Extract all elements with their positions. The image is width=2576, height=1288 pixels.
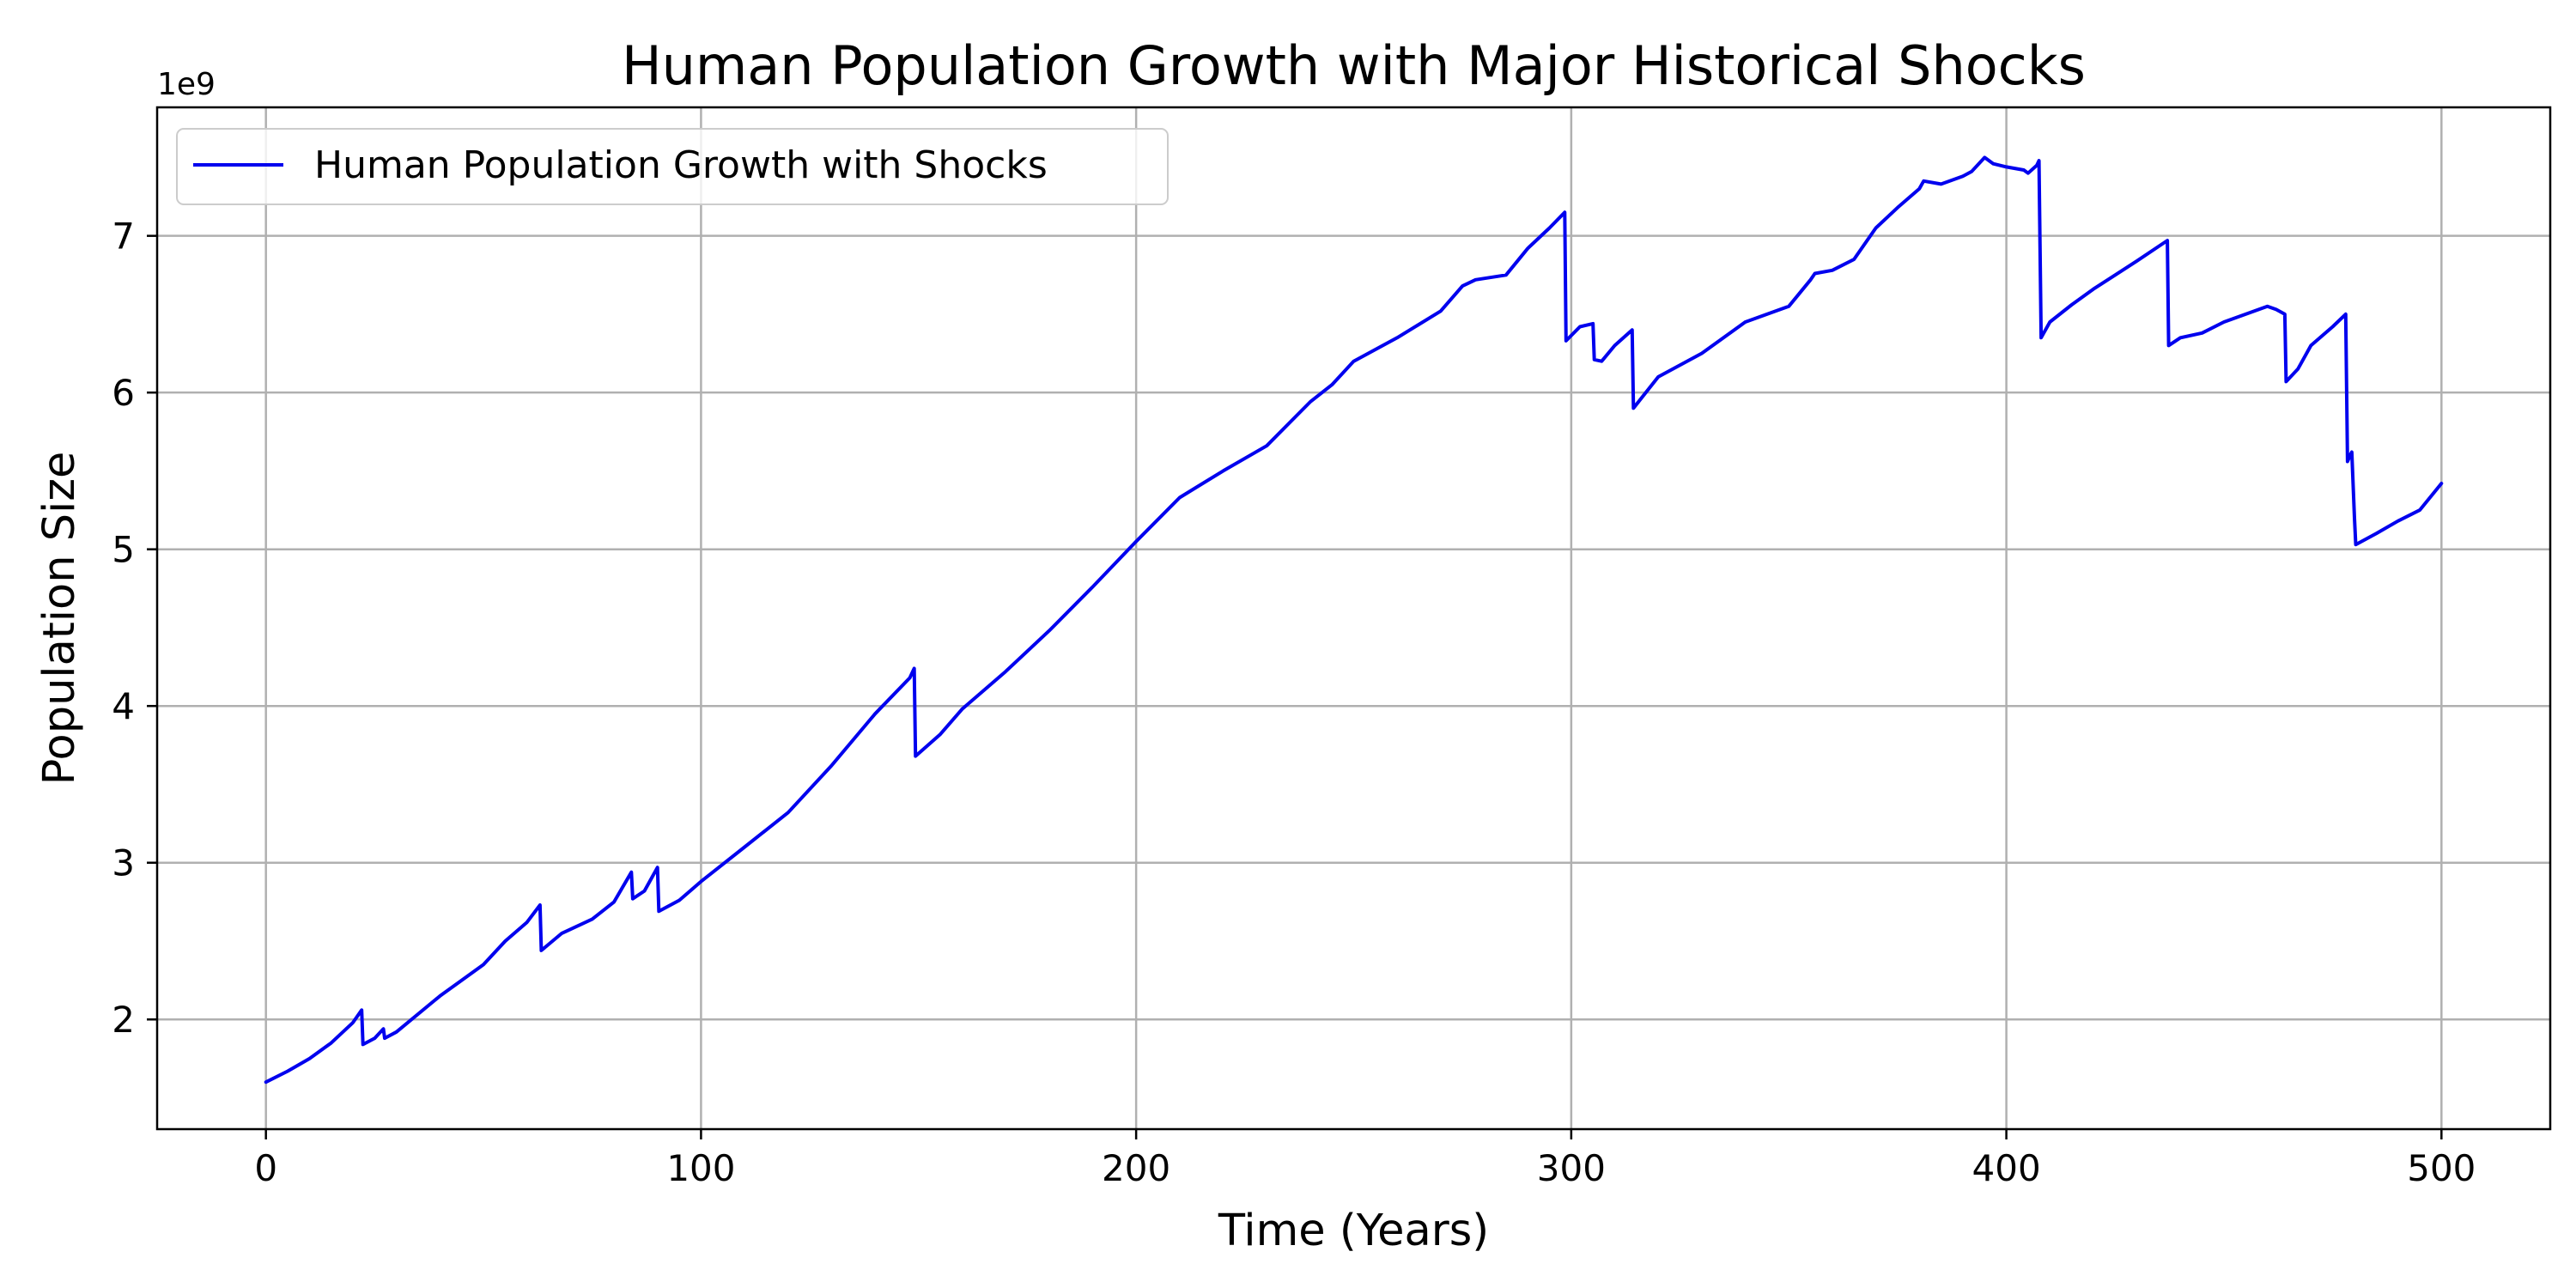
- series-line-0: [264, 155, 2444, 1084]
- y-tick-label: 7: [112, 216, 135, 258]
- y-axis-offset-label: 1e9: [157, 67, 216, 102]
- x-tick-label: 500: [2407, 1147, 2476, 1189]
- x-axis-label: Time (Years): [1218, 1206, 1489, 1256]
- y-tick-label: 6: [112, 372, 135, 414]
- x-tick-label: 300: [1537, 1147, 1606, 1189]
- axis-ticks: 0 100 200 300 400 500 2 3 4 5 6 7: [112, 216, 2476, 1189]
- x-tick-label: 0: [254, 1147, 277, 1189]
- x-tick-label: 100: [666, 1147, 735, 1189]
- chart-title: Human Population Growth with Major Histo…: [622, 34, 2086, 97]
- plot-frame: [155, 106, 2552, 1131]
- y-tick-label: 3: [112, 842, 135, 884]
- x-tick-label: 400: [1972, 1147, 2041, 1189]
- series-layer: [264, 155, 2444, 1084]
- grid-lines: [157, 107, 2550, 1129]
- legend: Human Population Growth with Shocks: [176, 128, 1169, 205]
- y-tick-label: 5: [112, 529, 135, 571]
- legend-label: Human Population Growth with Shocks: [314, 143, 1048, 187]
- legend-box: [176, 128, 1169, 205]
- y-tick-label: 2: [112, 999, 135, 1041]
- x-tick-label: 200: [1102, 1147, 1170, 1189]
- y-tick-label: 4: [112, 685, 135, 727]
- y-axis-label: Population Size: [34, 452, 85, 786]
